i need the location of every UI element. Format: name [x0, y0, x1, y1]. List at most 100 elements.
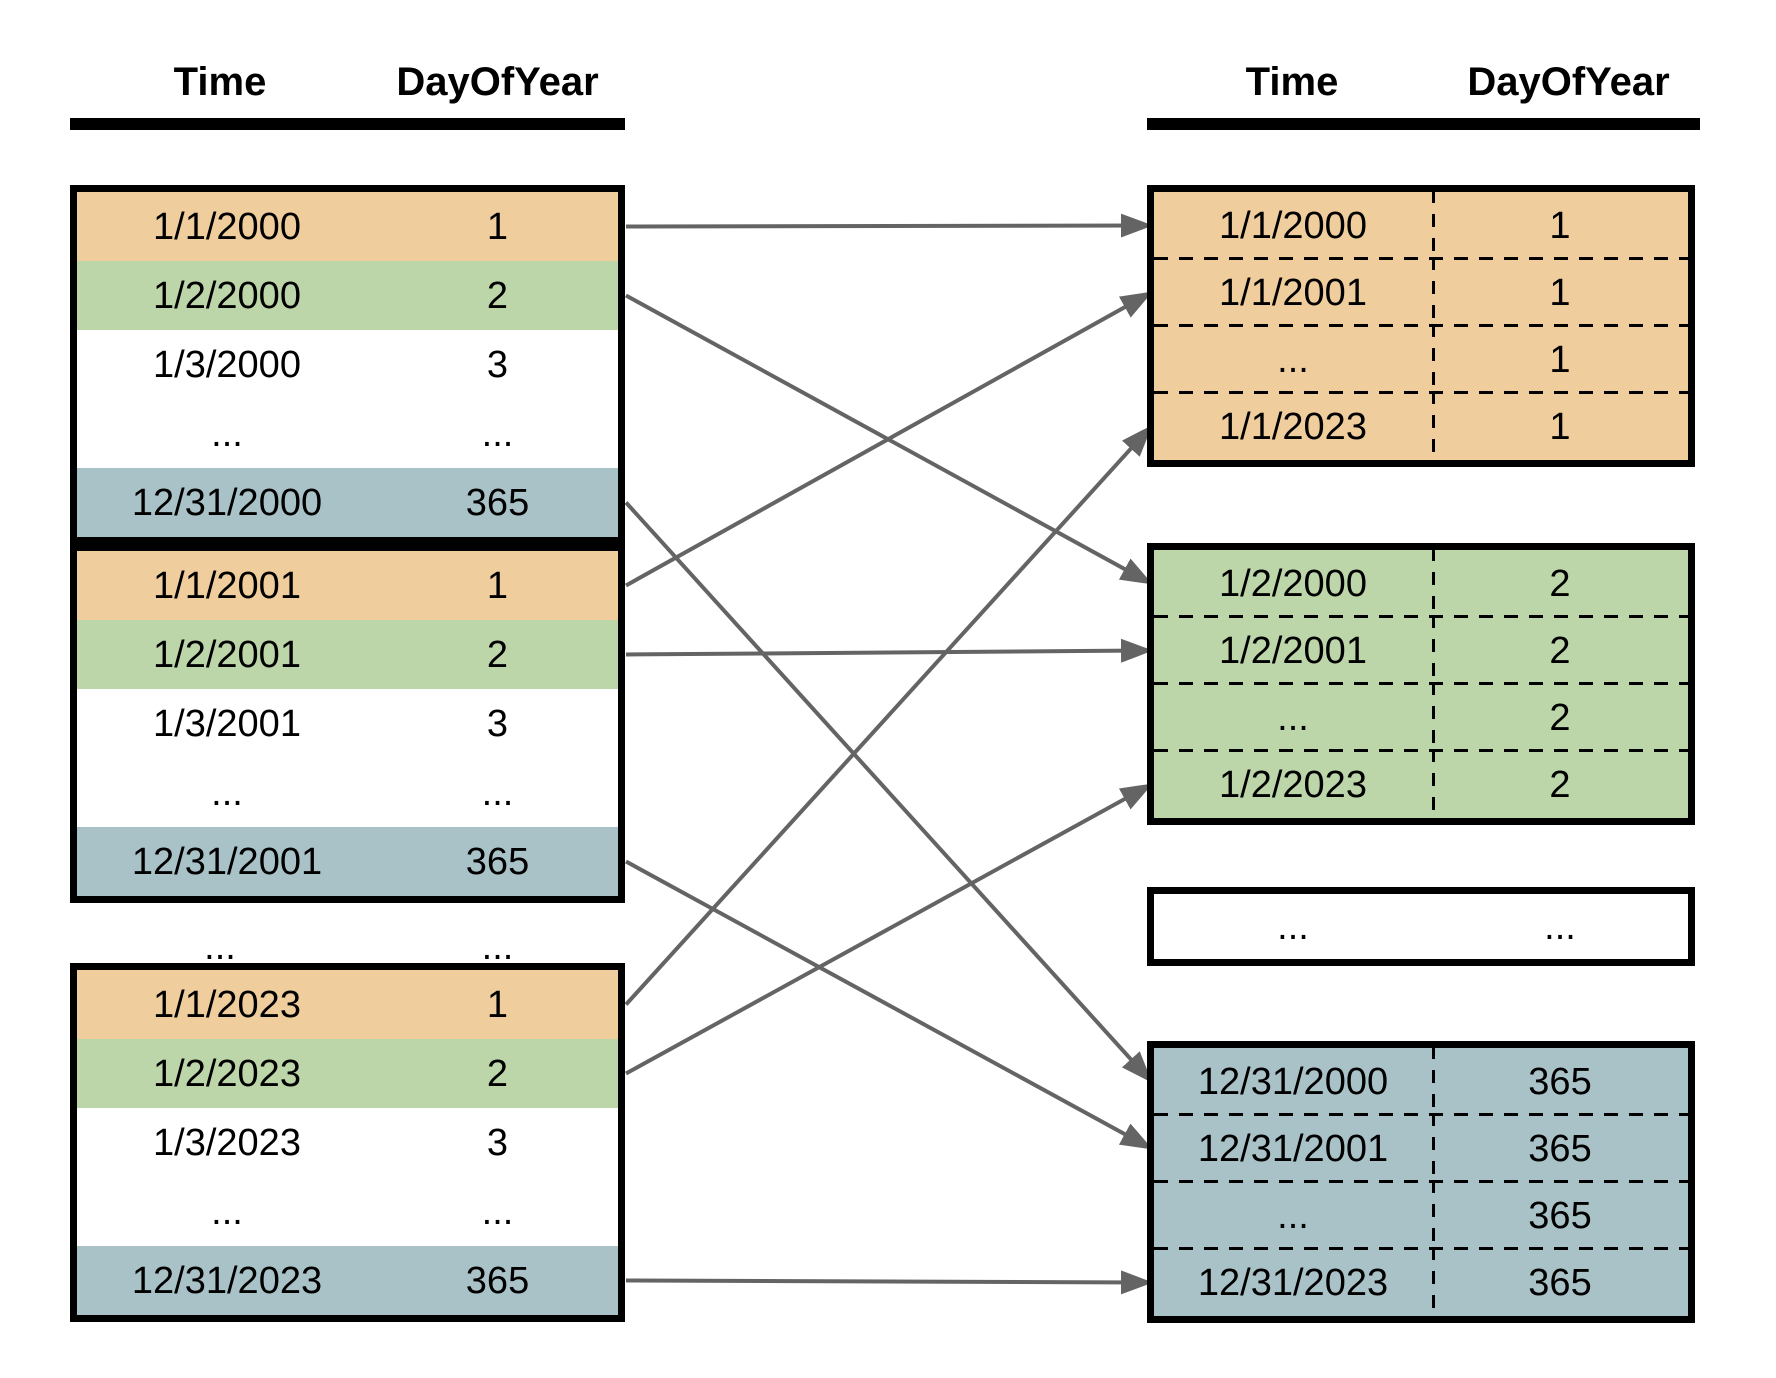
dayofyear-cell: 365	[465, 1259, 530, 1302]
time-cell: 1/3/2001	[153, 702, 301, 745]
time-cell: 12/31/2023	[1197, 1261, 1389, 1304]
time-cell: 1/1/2001	[153, 564, 301, 607]
time-cell: 1/1/2000	[1219, 204, 1367, 247]
time-cell: ...	[211, 412, 243, 455]
day-1-group-table: 1/1/2000 1 1/1/2001 1 ... 1 1/1/2023 1	[1147, 185, 1695, 467]
mapping-arrow	[625, 638, 1153, 663]
time-cell: 1/2/2001	[1219, 629, 1367, 672]
table-row: 1/2/2001 2	[77, 620, 618, 689]
time-cell: 1/2/2023	[1219, 763, 1367, 806]
table-row-ellipsis: ... ...	[77, 399, 618, 468]
left-dayofyear-header: DayOfYear	[396, 59, 599, 104]
table-row: 1/1/2023 1	[1154, 391, 1688, 460]
time-cell: ...	[204, 925, 236, 968]
table-row-ellipsis: ... 2	[1154, 682, 1688, 751]
dayofyear-cell: 2	[1549, 763, 1571, 806]
time-cell: ...	[1277, 905, 1309, 948]
time-cell: 1/2/2000	[153, 274, 301, 317]
time-cell: 12/31/2001	[131, 840, 323, 883]
dayofyear-cell: 365	[465, 840, 530, 883]
table-row: 1/3/2023 3	[77, 1108, 618, 1177]
dayofyear-cell: 2	[486, 274, 509, 317]
table-row: 12/31/2023 365	[77, 1246, 618, 1315]
time-cell: ...	[1277, 1194, 1309, 1237]
mapping-arrow	[625, 293, 1153, 586]
time-cell: 1/1/2023	[153, 983, 301, 1026]
time-cell: 1/2/2001	[153, 633, 301, 676]
ellipsis-group-table: ... ...	[1147, 887, 1695, 966]
table-row: 1/1/2000 1	[1154, 190, 1688, 259]
dayofyear-cell: 2	[486, 1052, 509, 1095]
mapping-arrow	[624, 425, 1153, 1006]
table-row-ellipsis: ... 1	[1154, 324, 1688, 393]
time-cell: ...	[211, 1190, 243, 1233]
dayofyear-cell: 365	[1528, 1194, 1592, 1237]
table-row: 12/31/2023 365	[1154, 1247, 1688, 1316]
day-2-group-table: 1/2/2000 2 1/2/2001 2 ... 2 1/2/2023 2	[1147, 543, 1695, 825]
table-row-ellipsis: ... ...	[1154, 894, 1688, 959]
table-row: 1/2/2000 2	[77, 261, 618, 330]
table-row: 1/2/2000 2	[1154, 548, 1688, 617]
time-cell: 12/31/2001	[1197, 1127, 1389, 1170]
time-cell: 1/1/2000	[153, 205, 301, 248]
year-2001-table: 1/1/2001 1 1/2/2001 2 1/3/2001 3 ... ...…	[70, 544, 625, 903]
time-cell: 1/3/2000	[153, 343, 301, 386]
dayofyear-cell: 1	[1549, 271, 1571, 314]
time-cell: 1/1/2023	[1219, 405, 1367, 448]
mapping-arrow	[624, 501, 1153, 1083]
table-row-ellipsis: ... ...	[77, 758, 618, 827]
time-cell: 1/2/2000	[1219, 562, 1367, 605]
dayofyear-cell: 365	[465, 481, 530, 524]
dayofyear-cell: ...	[481, 925, 514, 968]
dayofyear-cell: 1	[1549, 405, 1571, 448]
table-row: 12/31/2001 365	[77, 827, 618, 896]
year-2023-table: 1/1/2023 1 1/2/2023 2 1/3/2023 3 ... ...…	[70, 963, 625, 1322]
dayofyear-cell: 365	[1528, 1127, 1592, 1170]
table-row: 12/31/2001 365	[1154, 1113, 1688, 1182]
right-dayofyear-header: DayOfYear	[1467, 59, 1670, 104]
dayofyear-cell: ...	[481, 771, 514, 814]
table-row: 12/31/2000 365	[77, 468, 618, 537]
mapping-arrow	[625, 213, 1153, 238]
left-header-underline	[70, 118, 625, 130]
dayofyear-cell: 2	[1549, 696, 1571, 739]
dayofyear-cell: 1	[486, 205, 509, 248]
years-ellipsis-row: ... ...	[70, 912, 625, 981]
time-cell: 1/2/2023	[153, 1052, 301, 1095]
dayofyear-cell: 365	[1528, 1060, 1592, 1103]
time-cell: 12/31/2023	[131, 1259, 323, 1302]
table-row: 1/3/2000 3	[77, 330, 618, 399]
dayofyear-cell: 2	[1549, 629, 1571, 672]
time-cell: ...	[211, 771, 243, 814]
table-row: 1/1/2023 1	[77, 970, 618, 1039]
dayofyear-cell: 2	[1549, 562, 1571, 605]
right-time-header: Time	[1245, 59, 1339, 104]
table-row-ellipsis: ... 365	[1154, 1180, 1688, 1249]
mapping-arrow	[625, 859, 1153, 1151]
mapping-arrow	[625, 782, 1153, 1076]
dayofyear-cell: 1	[486, 564, 509, 607]
mapping-arrow	[625, 290, 1153, 588]
dayofyear-cell: 3	[486, 1121, 509, 1164]
dayofyear-cell: 1	[1549, 204, 1571, 247]
left-time-header: Time	[173, 59, 267, 104]
dayofyear-cell: ...	[481, 1190, 514, 1233]
year-2000-table: 1/1/2000 1 1/2/2000 2 1/3/2000 3 ... ...…	[70, 185, 625, 544]
dayofyear-cell: ...	[1544, 905, 1576, 948]
dayofyear-cell: ...	[481, 412, 514, 455]
right-header-underline	[1147, 118, 1700, 130]
table-row: 1/1/2000 1	[77, 192, 618, 261]
time-cell: 1/1/2001	[1219, 271, 1367, 314]
dayofyear-cell: 365	[1528, 1261, 1592, 1304]
table-row: 1/2/2001 2	[1154, 615, 1688, 684]
table-row-ellipsis: ... ...	[77, 1177, 618, 1246]
time-cell: 1/3/2023	[153, 1121, 301, 1164]
time-cell: ...	[1277, 696, 1309, 739]
table-row: 1/1/2001 1	[77, 551, 618, 620]
time-cell: ...	[1277, 338, 1309, 381]
right-column-header: Time DayOfYear	[1147, 56, 1700, 108]
left-column-header: Time DayOfYear	[70, 56, 625, 108]
table-row: 1/1/2001 1	[1154, 257, 1688, 326]
mapping-arrow	[625, 1270, 1153, 1295]
